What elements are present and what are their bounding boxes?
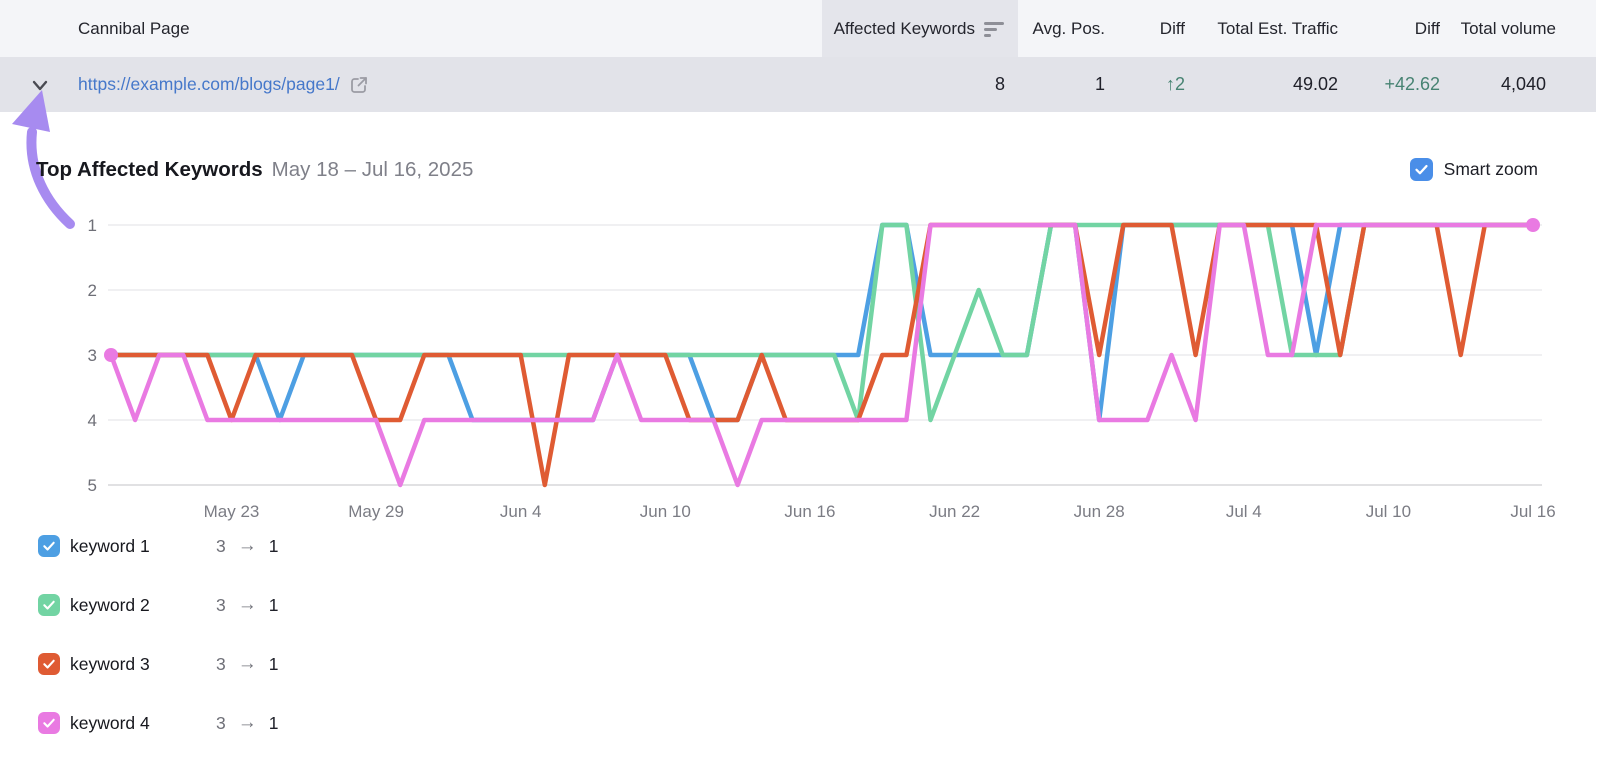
column-header-diff[interactable]: Diff: [1159, 19, 1185, 38]
chevron-down-icon: [32, 80, 48, 91]
start-position: 3: [216, 535, 226, 556]
start-position: 3: [216, 653, 226, 674]
checkmark-icon: [43, 600, 55, 610]
avg-pos-value: 1: [1094, 74, 1105, 94]
legend-label: keyword 4: [70, 712, 150, 733]
svg-text:May 29: May 29: [348, 502, 404, 521]
checkmark-icon: [43, 541, 55, 551]
svg-text:May 23: May 23: [204, 502, 260, 521]
smart-zoom-label: Smart zoom: [1443, 159, 1538, 179]
checkmark-icon: [43, 718, 55, 728]
arrow-right-icon: →: [237, 712, 257, 733]
column-header-affected-keywords[interactable]: Affected Keywords: [822, 0, 1018, 57]
arrow-right-icon: →: [237, 653, 257, 674]
legend-item-keyword-1[interactable]: keyword 1 3 → 1: [38, 534, 278, 558]
column-header-avg-pos[interactable]: Avg. Pos.: [1032, 19, 1105, 38]
keyword-4-checkbox[interactable]: [38, 712, 60, 734]
keyword-2-checkbox[interactable]: [38, 594, 60, 616]
table-header: Cannibal Page Affected Keywords Avg. Pos…: [0, 0, 1596, 57]
cannibal-page-row[interactable]: https://example.com/blogs/page1/ 8 1 ↑2 …: [0, 57, 1596, 112]
end-position: 1: [268, 712, 279, 733]
svg-text:Jun 10: Jun 10: [640, 502, 691, 521]
affected-keywords-value: 8: [994, 74, 1005, 94]
external-link-icon[interactable]: [349, 75, 369, 95]
legend-label: keyword 1: [70, 535, 150, 556]
checkmark-icon: [43, 659, 55, 669]
row-expander-chevron[interactable]: [28, 73, 52, 97]
legend-label: keyword 2: [70, 594, 150, 615]
svg-text:3: 3: [88, 346, 97, 365]
arrow-right-icon: →: [237, 594, 257, 615]
smart-zoom-checkbox[interactable]: [1409, 158, 1433, 181]
svg-text:2: 2: [88, 281, 97, 300]
end-position: 1: [268, 535, 279, 556]
svg-text:Jun 28: Jun 28: [1074, 502, 1125, 521]
svg-text:Jun 16: Jun 16: [784, 502, 835, 521]
total-est-traffic-value: 49.02: [1292, 74, 1338, 94]
smart-zoom-toggle[interactable]: Smart zoom: [1409, 158, 1538, 181]
chart-title: Top Affected Keywords: [36, 158, 263, 181]
keyword-3-checkbox[interactable]: [38, 653, 60, 675]
column-header-cannibal-page: Cannibal Page: [78, 19, 190, 38]
traffic-diff-value: +42.62: [1384, 74, 1440, 94]
sort-descending-icon[interactable]: [984, 21, 1004, 37]
total-volume-value: 4,040: [1500, 74, 1546, 94]
end-position: 1: [268, 594, 279, 615]
svg-text:1: 1: [88, 216, 97, 235]
positions-line-chart: 1 2 3 4 5 May 23 May 29 Jun 4 Jun 10 Jun 16 Jun 22…: [88, 216, 1556, 521]
svg-text:5: 5: [88, 476, 97, 495]
arrow-right-icon: →: [237, 535, 257, 556]
checkmark-icon: [1415, 164, 1428, 175]
column-header-affected-keywords-label: Affected Keywords: [833, 19, 975, 38]
svg-text:4: 4: [88, 411, 97, 430]
svg-text:Jul 4: Jul 4: [1226, 502, 1262, 521]
end-position: 1: [268, 653, 279, 674]
legend-item-keyword-3[interactable]: keyword 3 3 → 1: [38, 652, 278, 676]
legend-label: keyword 3: [70, 653, 150, 674]
start-position: 3: [216, 594, 226, 615]
svg-text:Jul 16: Jul 16: [1510, 502, 1555, 521]
legend-item-keyword-2[interactable]: keyword 2 3 → 1: [38, 593, 278, 617]
svg-text:Jul 10: Jul 10: [1366, 502, 1411, 521]
chart-date-range: May 18 – Jul 16, 2025: [271, 158, 474, 181]
position-diff-value: ↑2: [1165, 74, 1185, 94]
svg-text:Jun 4: Jun 4: [500, 502, 542, 521]
chart-title-block: Top Affected Keywords May 18 – Jul 16, 20…: [36, 158, 473, 182]
legend-item-keyword-4[interactable]: keyword 4 3 → 1: [38, 711, 278, 735]
svg-text:Jun 22: Jun 22: [929, 502, 980, 521]
column-header-total-est-traffic[interactable]: Total Est. Traffic: [1217, 19, 1338, 38]
column-header-traffic-diff[interactable]: Diff: [1414, 19, 1440, 38]
keyword-1-checkbox[interactable]: [38, 535, 60, 557]
column-header-total-volume[interactable]: Total volume: [1460, 19, 1556, 38]
cannibal-page-url-link[interactable]: https://example.com/blogs/page1/: [78, 74, 340, 94]
start-position: 3: [216, 712, 226, 733]
